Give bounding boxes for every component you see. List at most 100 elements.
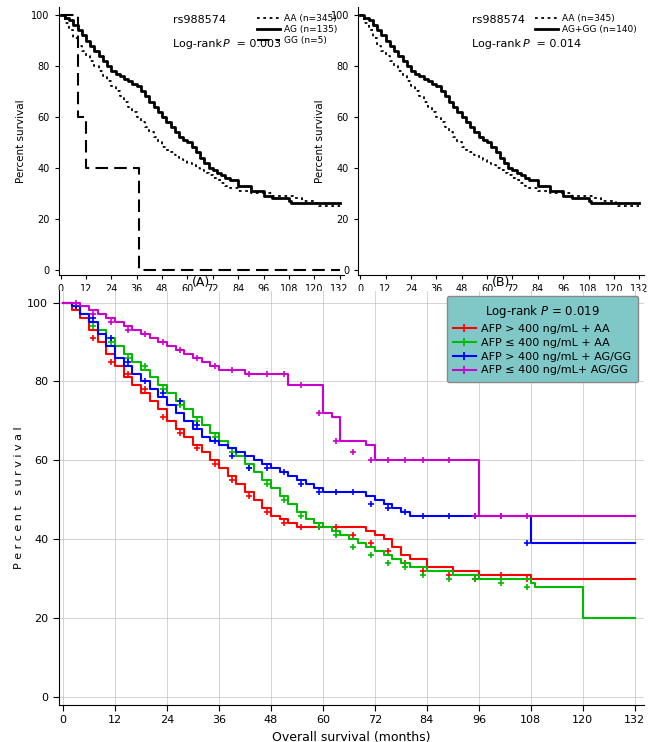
AFP ≤ 400 ng/mL + AA [172,397,179,406]
AFP ≤ 400 ng/mL+ AG/GG [163,341,171,350]
AG (n=135) [78,31,86,40]
AFP > 400 ng/mL + AA [68,306,75,315]
AFP ≤ 400 ng/mL + AA [276,491,283,500]
AG (n=135) [289,199,297,208]
AG (n=135) [90,46,98,55]
AA (n=345) [336,202,344,211]
AG+GG (n=140) [458,112,465,121]
AFP > 400 ng/mL + AA [276,515,283,524]
AG+GG (n=140) [517,171,525,180]
AFP > 400 ng/mL + AG/GG [120,361,127,370]
AFP ≤ 400 ng/mL+ AG/GG [76,302,84,311]
AFP > 400 ng/mL + AG/GG [406,511,413,520]
AFP > 400 ng/mL + AG/GG [250,456,257,464]
AFP > 400 ng/mL + AG/GG [232,448,240,457]
AFP > 400 ng/mL + AA [328,523,335,532]
AG+GG (n=140) [610,199,617,208]
AFP > 400 ng/mL + AA [449,566,457,575]
AA (n=345) [356,10,364,19]
GG (n=5) [82,163,90,172]
AFP > 400 ng/mL + AA [284,519,292,528]
AA (n=345) [373,41,381,50]
AFP ≤ 400 ng/mL + AA [137,365,145,374]
Text: (B): (B) [491,276,510,289]
Text: = 0.003: = 0.003 [233,39,281,50]
AFP > 400 ng/mL + AA [154,404,162,413]
Text: Log-rank: Log-rank [173,39,225,50]
AFP > 400 ng/mL + AA [475,571,483,580]
AFP > 400 ng/mL + AA [371,531,379,539]
AFP ≤ 400 ng/mL+ AG/GG [59,298,67,307]
AG (n=135) [95,51,103,60]
AA (n=345) [458,143,465,152]
AFP ≤ 400 ng/mL + AA [232,452,240,461]
AFP > 400 ng/mL + AA [492,571,500,580]
AG (n=135) [107,67,115,76]
AG+GG (n=140) [584,197,592,206]
AG+GG (n=140) [411,69,419,78]
AFP ≤ 400 ng/mL+ AG/GG [111,318,119,326]
AG (n=135) [57,10,64,19]
AFP > 400 ng/mL + AA [206,456,214,464]
AFP > 400 ng/mL + AG/GG [258,460,266,469]
AFP > 400 ng/mL + AG/GG [189,424,197,433]
AG (n=135) [285,197,292,206]
AG+GG (n=140) [395,51,402,60]
AFP > 400 ng/mL + AG/GG [224,444,231,453]
AFP ≤ 400 ng/mL+ AG/GG [406,456,413,464]
AFP ≤ 400 ng/mL+ AG/GG [336,436,344,445]
AFP ≤ 400 ng/mL+ AG/GG [328,413,335,421]
AFP > 400 ng/mL + AG/GG [198,432,205,441]
AFP ≤ 400 ng/mL+ AG/GG [154,338,162,347]
AFP ≤ 400 ng/mL+ AG/GG [172,346,179,355]
AFP > 400 ng/mL + AG/GG [137,377,145,386]
AG+GG (n=140) [508,166,516,175]
GG (n=5) [84,163,92,172]
AFP ≤ 400 ng/mL + AA [163,389,171,398]
AG+GG (n=140) [449,102,457,111]
AFP > 400 ng/mL + AA [536,574,543,583]
AG (n=135) [200,158,208,167]
AFP > 400 ng/mL + AG/GG [536,539,543,548]
AFP > 400 ng/mL + AA [388,542,396,551]
AFP ≤ 400 ng/mL + AA [380,551,387,559]
AFP ≤ 400 ng/mL + AA [302,515,309,524]
AG+GG (n=140) [445,97,453,106]
AFP ≤ 400 ng/mL+ AG/GG [345,436,353,445]
AG (n=135) [213,168,221,177]
AG+GG (n=140) [559,191,567,200]
AFP > 400 ng/mL + AA [215,464,223,473]
Legend: AA (n=345), AG (n=135), GG (n=5): AA (n=345), AG (n=135), GG (n=5) [255,12,339,47]
AFP ≤ 400 ng/mL+ AG/GG [475,511,483,520]
AFP > 400 ng/mL + AA [267,511,275,520]
AFP ≤ 400 ng/mL+ AG/GG [258,369,266,378]
AFP ≤ 400 ng/mL + AA [189,413,197,421]
AFP ≤ 400 ng/mL+ AG/GG [206,361,214,370]
AG (n=135) [124,76,132,85]
GG (n=5) [135,265,143,274]
AG (n=135) [129,79,136,88]
AG+GG (n=140) [479,135,487,144]
X-axis label: Overall survival (months): Overall survival (months) [435,299,567,309]
AG (n=135) [205,163,213,172]
AFP > 400 ng/mL + AA [128,381,136,390]
AFP ≤ 400 ng/mL + AA [284,499,292,508]
AA (n=345) [158,143,166,152]
AG+GG (n=140) [428,79,436,88]
AFP > 400 ng/mL + AA [232,479,240,488]
AG (n=135) [179,135,187,144]
AFP > 400 ng/mL + AG/GG [319,487,327,496]
AG+GG (n=140) [407,67,415,76]
AG+GG (n=140) [488,143,495,152]
AFP ≤ 400 ng/mL+ AG/GG [85,306,93,315]
AFP > 400 ng/mL + AG/GG [345,487,353,496]
GG (n=5) [57,10,64,19]
Line: AFP ≤ 400 ng/mL + AA: AFP ≤ 400 ng/mL + AA [63,303,635,618]
AG+GG (n=140) [403,62,411,70]
AG+GG (n=140) [420,74,428,83]
AG+GG (n=140) [525,176,533,185]
AFP ≤ 400 ng/mL + AA [579,614,587,623]
AFP ≤ 400 ng/mL+ AG/GG [362,440,370,449]
AFP ≤ 400 ng/mL + AA [215,436,223,445]
AFP ≤ 400 ng/mL + AA [258,476,266,485]
